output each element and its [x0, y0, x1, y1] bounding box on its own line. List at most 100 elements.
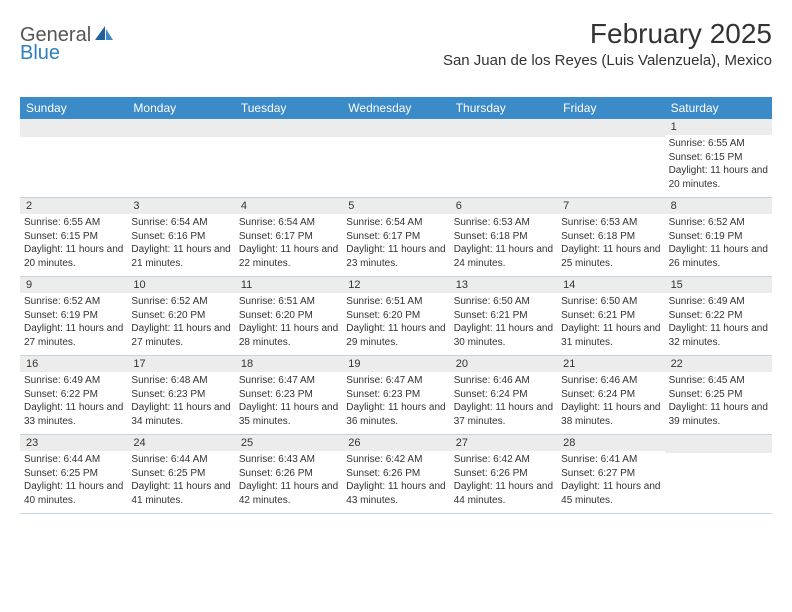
detail-line: Daylight: 11 hours and 40 minutes.	[24, 480, 123, 507]
day-details: Sunrise: 6:46 AMSunset: 6:24 PMDaylight:…	[454, 374, 553, 428]
day-number: 2	[20, 198, 127, 214]
detail-line: Sunset: 6:17 PM	[239, 230, 338, 244]
weeks-container: 1Sunrise: 6:55 AMSunset: 6:15 PMDaylight…	[20, 119, 772, 514]
day-details: Sunrise: 6:45 AMSunset: 6:25 PMDaylight:…	[669, 374, 768, 428]
detail-line: Sunset: 6:20 PM	[239, 309, 338, 323]
detail-line: Sunset: 6:27 PM	[561, 467, 660, 481]
detail-line: Sunrise: 6:55 AM	[669, 137, 768, 151]
calendar-cell: 25Sunrise: 6:43 AMSunset: 6:26 PMDayligh…	[235, 435, 342, 513]
detail-line: Sunrise: 6:43 AM	[239, 453, 338, 467]
day-number: 7	[557, 198, 664, 214]
day-number: 8	[665, 198, 772, 214]
title-block: February 2025 San Juan de los Reyes (Lui…	[443, 18, 772, 69]
day-number: 20	[450, 356, 557, 372]
day-number: 17	[127, 356, 234, 372]
day-details: Sunrise: 6:44 AMSunset: 6:25 PMDaylight:…	[131, 453, 230, 507]
detail-line: Sunrise: 6:49 AM	[669, 295, 768, 309]
day-number	[20, 119, 127, 137]
sail-icon	[93, 24, 115, 47]
detail-line: Daylight: 11 hours and 45 minutes.	[561, 480, 660, 507]
detail-line: Daylight: 11 hours and 27 minutes.	[131, 322, 230, 349]
calendar-cell: 27 Sunrise: 6:42 AMSunset: 6:26 PMDayligh…	[450, 435, 557, 513]
detail-line: Sunrise: 6:51 AM	[239, 295, 338, 309]
weekday-header: Friday	[557, 97, 664, 119]
detail-line: Sunset: 6:23 PM	[346, 388, 445, 402]
detail-line: Daylight: 11 hours and 28 minutes.	[239, 322, 338, 349]
day-number: 6	[450, 198, 557, 214]
day-number: 11	[235, 277, 342, 293]
calendar-cell	[342, 119, 449, 197]
detail-line: Daylight: 11 hours and 24 minutes.	[454, 243, 553, 270]
calendar-week: 16Sunrise: 6:49 AMSunset: 6:22 PMDayligh…	[20, 356, 772, 435]
calendar-week: 23Sunrise: 6:44 AMSunset: 6:25 PMDayligh…	[20, 435, 772, 514]
day-details: Sunrise: 6:50 AMSunset: 6:21 PMDaylight:…	[454, 295, 553, 349]
detail-line: Sunset: 6:26 PM	[239, 467, 338, 481]
detail-line: Daylight: 11 hours and 21 minutes.	[131, 243, 230, 270]
day-number: 10	[127, 277, 234, 293]
day-details: Sunrise: 6:54 AMSunset: 6:17 PMDaylight:…	[346, 216, 445, 270]
detail-line: Sunset: 6:21 PM	[454, 309, 553, 323]
detail-line: Sunset: 6:20 PM	[131, 309, 230, 323]
day-details: Sunrise: 6:42 AMSunset: 6:26 PMDaylight:…	[454, 453, 553, 507]
detail-line: Sunrise: 6:48 AM	[131, 374, 230, 388]
detail-line: Sunset: 6:15 PM	[669, 151, 768, 165]
calendar-week: 1Sunrise: 6:55 AMSunset: 6:15 PMDaylight…	[20, 119, 772, 198]
day-number: 22	[665, 356, 772, 372]
day-number: 27	[450, 435, 557, 451]
detail-line: Daylight: 11 hours and 34 minutes.	[131, 401, 230, 428]
calendar-cell: 26Sunrise: 6:42 AMSunset: 6:26 PMDayligh…	[342, 435, 449, 513]
day-details: Sunrise: 6:49 AMSunset: 6:22 PMDaylight:…	[669, 295, 768, 349]
detail-line: Sunrise: 6:52 AM	[669, 216, 768, 230]
detail-line: Sunset: 6:26 PM	[454, 467, 553, 481]
day-details: Sunrise: 6:54 AMSunset: 6:17 PMDaylight:…	[239, 216, 338, 270]
calendar-cell: 15Sunrise: 6:49 AMSunset: 6:22 PMDayligh…	[665, 277, 772, 355]
calendar-week: 2 Sunrise: 6:55 AMSunset: 6:15 PMDaylight…	[20, 198, 772, 277]
calendar-cell: 14 Sunrise: 6:50 AMSunset: 6:21 PMDayligh…	[557, 277, 664, 355]
day-number	[557, 119, 664, 137]
calendar-cell: 20 Sunrise: 6:46 AMSunset: 6:24 PMDayligh…	[450, 356, 557, 434]
detail-line: Daylight: 11 hours and 23 minutes.	[346, 243, 445, 270]
weekday-header: Tuesday	[235, 97, 342, 119]
day-details: Sunrise: 6:50 AMSunset: 6:21 PMDaylight:…	[561, 295, 660, 349]
detail-line: Sunset: 6:18 PM	[561, 230, 660, 244]
day-number: 1	[665, 119, 772, 135]
detail-line: Daylight: 11 hours and 38 minutes.	[561, 401, 660, 428]
detail-line: Sunrise: 6:42 AM	[346, 453, 445, 467]
detail-line: Sunset: 6:16 PM	[131, 230, 230, 244]
detail-line: Sunset: 6:19 PM	[24, 309, 123, 323]
detail-line: Daylight: 11 hours and 39 minutes.	[669, 401, 768, 428]
calendar-cell: 19Sunrise: 6:47 AMSunset: 6:23 PMDayligh…	[342, 356, 449, 434]
day-details: Sunrise: 6:52 AMSunset: 6:19 PMDaylight:…	[669, 216, 768, 270]
day-number	[665, 435, 772, 453]
weekday-header: Sunday	[20, 97, 127, 119]
detail-line: Sunrise: 6:49 AM	[24, 374, 123, 388]
detail-line: Sunset: 6:25 PM	[24, 467, 123, 481]
detail-line: Sunset: 6:25 PM	[669, 388, 768, 402]
detail-line: Daylight: 11 hours and 35 minutes.	[239, 401, 338, 428]
detail-line: Sunrise: 6:51 AM	[346, 295, 445, 309]
calendar-cell: 12Sunrise: 6:51 AMSunset: 6:20 PMDayligh…	[342, 277, 449, 355]
detail-line: Daylight: 11 hours and 26 minutes.	[669, 243, 768, 270]
detail-line: Daylight: 11 hours and 37 minutes.	[454, 401, 553, 428]
detail-line: Sunset: 6:18 PM	[454, 230, 553, 244]
month-title: February 2025	[443, 18, 772, 50]
detail-line: Daylight: 11 hours and 29 minutes.	[346, 322, 445, 349]
weekday-header: Saturday	[665, 97, 772, 119]
day-details: Sunrise: 6:46 AMSunset: 6:24 PMDaylight:…	[561, 374, 660, 428]
day-details: Sunrise: 6:55 AMSunset: 6:15 PMDaylight:…	[24, 216, 123, 270]
day-details: Sunrise: 6:51 AMSunset: 6:20 PMDaylight:…	[239, 295, 338, 349]
detail-line: Sunrise: 6:45 AM	[669, 374, 768, 388]
day-number	[127, 119, 234, 137]
detail-line: Sunrise: 6:42 AM	[454, 453, 553, 467]
calendar-cell: 1Sunrise: 6:55 AMSunset: 6:15 PMDaylight…	[665, 119, 772, 197]
detail-line: Sunrise: 6:52 AM	[24, 295, 123, 309]
calendar-page: General February 2025 San Juan de los Re…	[0, 0, 792, 514]
detail-line: Sunrise: 6:46 AM	[561, 374, 660, 388]
day-number: 14	[557, 277, 664, 293]
detail-line: Sunset: 6:25 PM	[131, 467, 230, 481]
calendar-cell: 28Sunrise: 6:41 AMSunset: 6:27 PMDayligh…	[557, 435, 664, 513]
day-details: Sunrise: 6:53 AMSunset: 6:18 PMDaylight:…	[454, 216, 553, 270]
weekday-header: Monday	[127, 97, 234, 119]
day-details: Sunrise: 6:54 AMSunset: 6:16 PMDaylight:…	[131, 216, 230, 270]
calendar-cell	[235, 119, 342, 197]
